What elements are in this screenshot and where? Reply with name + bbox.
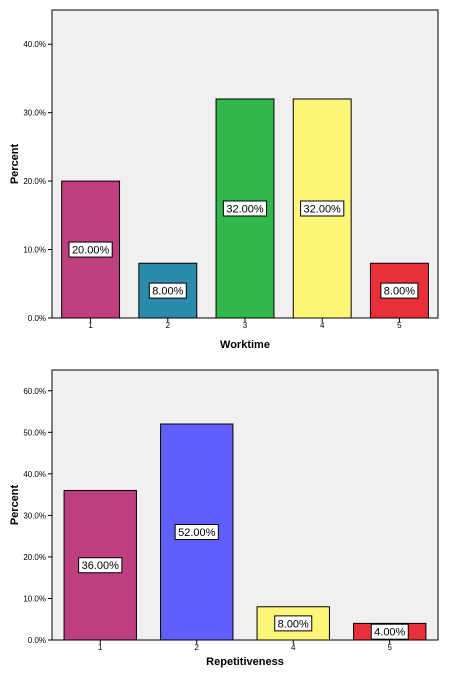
y-tick-label: 40.0% — [23, 470, 46, 479]
x-axis-title: Worktime — [220, 339, 270, 351]
data-label-box — [78, 557, 123, 574]
chart-2: 0.0% 10.0% 20.0% 30.0% 40.0% 50.0% 60.0% 1 36.00… — [9, 369, 439, 668]
data-label-box — [174, 524, 219, 540]
y-tick-label: 0.0% — [28, 636, 46, 645]
x-tick-label: 5 — [397, 321, 402, 330]
data-label: 4.00% — [374, 627, 405, 639]
y-tick-label: 10.0% — [23, 594, 46, 603]
data-label-box — [300, 200, 345, 217]
y-tick-label: 50.0% — [23, 428, 46, 437]
y-tick-label: 40.0% — [23, 40, 46, 49]
x-tick-label: 1 — [88, 321, 93, 330]
y-axis-title: Percent — [9, 143, 21, 184]
data-label-box — [68, 241, 113, 258]
data-label: 32.00% — [304, 203, 342, 215]
x-tick-label: 5 — [388, 643, 393, 652]
data-label: 20.00% — [72, 245, 110, 257]
y-tick-label: 10.0% — [23, 246, 46, 255]
y-tick-label: 30.0% — [23, 109, 46, 118]
data-label-box — [148, 282, 187, 299]
y-tick-label: 20.0% — [23, 553, 46, 562]
data-label-box — [274, 615, 313, 632]
x-tick-label: 4 — [320, 321, 325, 330]
x-tick-label: 3 — [243, 321, 248, 330]
y-tick-label: 0.0% — [28, 314, 46, 323]
y-tick-label: 30.0% — [23, 511, 46, 520]
data-label: 36.00% — [82, 560, 120, 572]
data-label: 32.00% — [226, 203, 264, 215]
x-axis-title: Repetitiveness — [206, 656, 284, 668]
x-tick-label: 2 — [166, 321, 171, 330]
x-tick-label: 2 — [195, 643, 200, 652]
y-tick-label: 20.0% — [23, 177, 46, 186]
data-label: 8.00% — [278, 618, 309, 630]
data-label-box — [222, 200, 268, 217]
data-label: 52.00% — [178, 527, 216, 539]
data-label: 8.00% — [384, 286, 415, 298]
x-tick-label: 4 — [291, 643, 296, 652]
y-tick-label: 60.0% — [23, 387, 46, 396]
data-label-box — [380, 282, 419, 299]
data-label-box — [370, 623, 409, 640]
x-tick-label: 1 — [98, 643, 103, 652]
data-label: 8.00% — [152, 286, 183, 298]
chart-1: 0.0% 10.0% 20.0% 30.0% 40.0% 1 20.00% 2 8.00% 3 32… — [9, 9, 439, 351]
y-axis-title: Percent — [9, 484, 21, 525]
